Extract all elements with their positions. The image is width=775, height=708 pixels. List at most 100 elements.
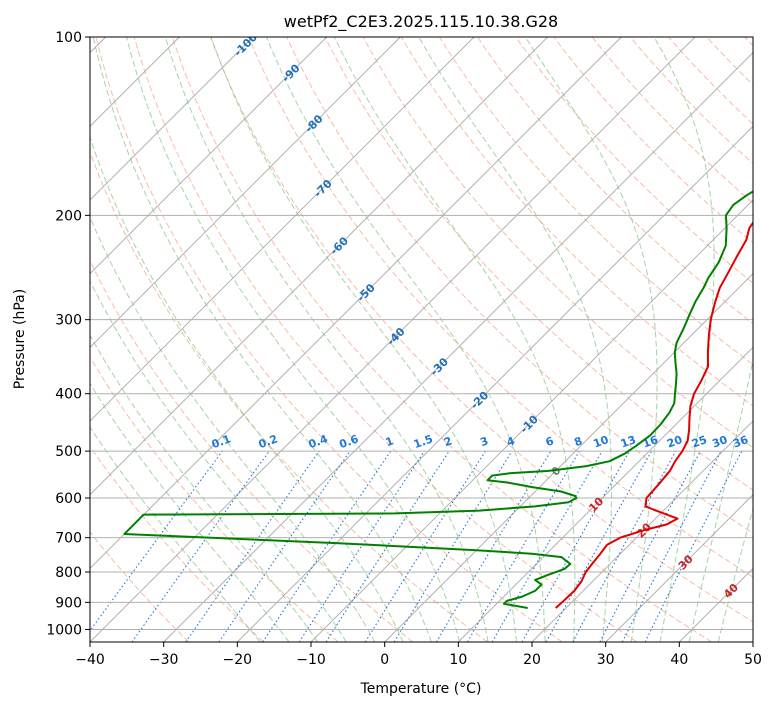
isotherm-label: -40: [384, 325, 407, 348]
isotherm-label: 10: [586, 494, 606, 514]
dry-adiabat-line: [629, 37, 753, 165]
isotherm-line: [90, 37, 401, 348]
moist-adiabat-line: [524, 37, 658, 642]
mixing-ratio-labels: 0.1 0.2 0.4 0.6 1 1.5 2 3 4 6 8 10 13 16 20 25 30 36: [210, 432, 750, 451]
x-tick-label: 40: [670, 652, 688, 668]
isotherm-label: -80: [302, 112, 325, 135]
isotherm-label: -70: [311, 177, 334, 200]
x-tick-label: −20: [223, 652, 253, 668]
dry-adiabat-line: [90, 259, 414, 642]
x-axis-label: Temperature (°C): [360, 681, 482, 697]
isotherm-label: -60: [328, 234, 351, 257]
y-tick-label: 200: [55, 208, 82, 224]
dry-adiabat-line: [90, 150, 488, 642]
mixing-ratio-label: 25: [690, 433, 709, 450]
moist-adiabat-line: [333, 37, 576, 642]
dry-adiabat-line: [90, 445, 264, 642]
y-tick-label: 500: [55, 444, 82, 460]
moist-adiabat-line: [90, 426, 261, 642]
chart-title: wetPf2_C2E3.2025.115.10.38.G28: [284, 12, 558, 32]
mixing-ratio-line: [644, 450, 743, 642]
moist-adiabat-line: [717, 506, 753, 642]
isotherm-line: [531, 420, 753, 642]
mixing-ratio-label: 3: [478, 434, 490, 449]
mixing-ratio-line: [218, 450, 351, 642]
dry-adiabat-line: [515, 37, 753, 284]
isotherm-line: [90, 37, 254, 201]
isotherm-line: [679, 567, 753, 642]
y-tick-label: 100: [55, 30, 82, 46]
isotherm-label: 40: [721, 581, 741, 601]
moist-adiabat-line: [90, 334, 319, 642]
y-tick-label: 1000: [46, 622, 82, 638]
x-tick-label: −40: [75, 652, 105, 668]
x-tick-label: −30: [149, 652, 179, 668]
isotherm-line: [90, 37, 696, 642]
moist-adiabat-line: [653, 37, 715, 642]
isotherm-line: [605, 494, 753, 642]
mixing-ratio-label: 20: [665, 433, 684, 451]
moist-adiabat-line: [688, 358, 753, 642]
isotherm-line: [384, 273, 753, 642]
dry-adiabat-line: [133, 37, 638, 642]
y-axis-label: Pressure (hPa): [12, 289, 28, 389]
mixing-ratio-label: 2: [442, 434, 454, 449]
x-tick-label: 20: [523, 652, 541, 668]
isotherm-label: -50: [355, 281, 378, 304]
x-tick-label: 10: [449, 652, 467, 668]
plot-frame: [89, 36, 754, 643]
dry-adiabat-line: [553, 37, 753, 244]
dry-adiabat-line: [210, 37, 753, 623]
mixing-ratio-line: [185, 450, 320, 642]
isotherm-label: -20: [468, 389, 491, 412]
x-tick-label: 50: [744, 652, 762, 668]
dewpoint-profile-line: [123, 190, 753, 609]
mixing-ratio-label: 10: [592, 433, 611, 451]
moist-adiabat-line: [210, 37, 517, 642]
mixing-ratio-label: 0.4: [307, 432, 330, 451]
profile-lines: [123, 190, 753, 609]
mixing-ratio-label: 0.6: [338, 432, 361, 451]
isotherm-line: [163, 52, 753, 642]
isotherm-line: [90, 37, 327, 275]
dry-adiabat-line: [706, 37, 753, 86]
y-tick-label: 600: [55, 491, 82, 507]
dry-adiabat-line: [591, 37, 753, 204]
isotherm-label: -30: [428, 355, 451, 378]
mixing-ratio-line: [572, 450, 677, 642]
x-tick-label: −10: [296, 652, 326, 668]
background-lines: [90, 37, 753, 642]
mixing-ratio-label: 4: [505, 434, 517, 449]
mixing-ratio-label: 1: [384, 434, 396, 449]
dry-adiabat-line: [477, 37, 753, 325]
moist-adiabat-line: [266, 37, 546, 642]
mixing-ratio-line: [393, 450, 513, 642]
mixing-ratio-label: 36: [731, 433, 750, 451]
moist-adiabat-line: [92, 37, 432, 642]
isotherm-line: [90, 37, 622, 569]
x-tick-label: 0: [380, 652, 389, 668]
x-tick-label: 30: [597, 652, 615, 668]
mixing-ratio-label: 8: [572, 434, 584, 449]
dry-adiabat-line: [744, 37, 753, 47]
mixing-ratio-line: [298, 450, 425, 642]
moist-adiabat-line: [418, 37, 613, 642]
mixing-ratio-line: [435, 450, 552, 642]
y-tick-label: 900: [55, 595, 82, 611]
isotherm-line: [310, 199, 753, 642]
dry-adiabat-line: [400, 37, 753, 407]
moist-adiabat-line: [90, 135, 404, 642]
dry-adiabat-line: [438, 37, 753, 366]
dry-adiabat-line: [171, 37, 712, 642]
isotherm-line: [752, 641, 753, 642]
mixing-ratio-label: 30: [710, 433, 729, 451]
isotherm-label: 30: [676, 552, 696, 572]
isotherm-line: [90, 37, 548, 496]
mixing-ratio-line: [131, 450, 270, 642]
moist-adiabat-line: [90, 215, 376, 642]
isotherm-line: [458, 346, 753, 642]
mixing-ratio-line: [90, 450, 223, 632]
mixing-ratio-line: [325, 450, 450, 642]
